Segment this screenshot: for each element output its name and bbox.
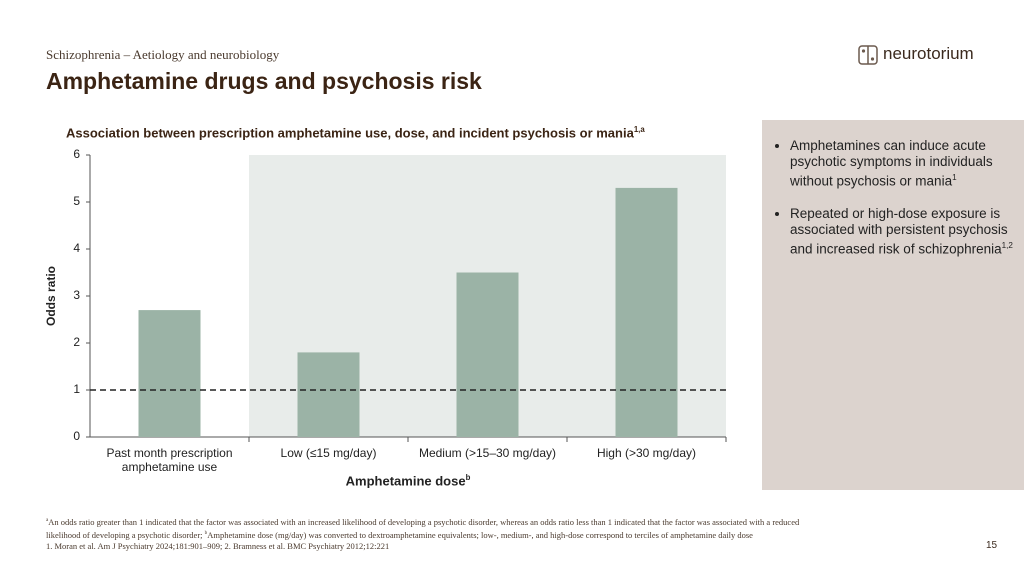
chart-title-text: Association between prescription ampheta… xyxy=(66,125,634,141)
bar xyxy=(456,272,519,437)
bullet-sup: 1,2 xyxy=(1001,240,1013,250)
footnote-mark: a xyxy=(46,517,49,523)
bullet-list: Amphetamines can induce acute psychotic … xyxy=(770,138,1024,273)
slide-title: Amphetamine drugs and psychosis risk xyxy=(46,68,482,94)
y-tick-label: 3 xyxy=(73,288,80,302)
y-tick-label: 1 xyxy=(73,382,80,396)
section-label: Schizophrenia – Aetiology and neurobiolo… xyxy=(46,47,280,62)
logo-text: neurotorium xyxy=(883,44,974,63)
bullet-sup: 1 xyxy=(952,173,957,182)
bullet: Amphetamines can induce acute psychotic … xyxy=(790,138,1024,190)
y-tick-label: 6 xyxy=(73,147,80,161)
bar xyxy=(297,352,360,437)
footnote-text: An odds ratio greater than 1 indicated t… xyxy=(46,516,800,540)
x-tick-label: Past month prescription amphetamine use xyxy=(106,446,233,474)
chart-title-sup: 1,a xyxy=(633,125,645,134)
bullet-text: Amphetamines can induce acute psychotic … xyxy=(790,138,993,189)
logo-icon xyxy=(858,45,878,65)
x-axis-label-sup: b xyxy=(465,473,471,482)
y-tick-label: 2 xyxy=(73,335,80,349)
y-tick-label: 0 xyxy=(73,429,80,443)
page-number: 15 xyxy=(986,540,998,551)
y-axis-label: Odds ratio xyxy=(44,266,58,326)
footnote-text: Amphetamine dose (mg/day) was converted … xyxy=(207,529,753,540)
y-tick-label: 4 xyxy=(73,241,80,255)
x-tick-label: High (>30 mg/day) xyxy=(596,446,697,460)
x-axis-label: Amphetamine doseb xyxy=(0,473,816,488)
footnotes: aAn odds ratio greater than 1 indicated … xyxy=(46,515,806,552)
y-tick-label: 5 xyxy=(73,194,80,208)
x-axis-label-text: Amphetamine dose xyxy=(345,473,466,489)
x-tick-label: Medium (>15–30 mg/day) xyxy=(418,446,557,460)
chart-title: Association between prescription ampheta… xyxy=(66,125,645,140)
bar xyxy=(138,310,201,437)
x-tick-label: Low (≤15 mg/day) xyxy=(280,446,377,460)
bullet-text: Repeated or high-dose exposure is associ… xyxy=(790,205,1008,257)
footnote-mark: b xyxy=(204,529,208,536)
side-panel xyxy=(762,120,1024,490)
bar xyxy=(615,187,678,437)
references: 1. Moran et al. Am J Psychiatry 2024;181… xyxy=(46,540,390,551)
bullet: Repeated or high-dose exposure is associ… xyxy=(790,206,1024,258)
